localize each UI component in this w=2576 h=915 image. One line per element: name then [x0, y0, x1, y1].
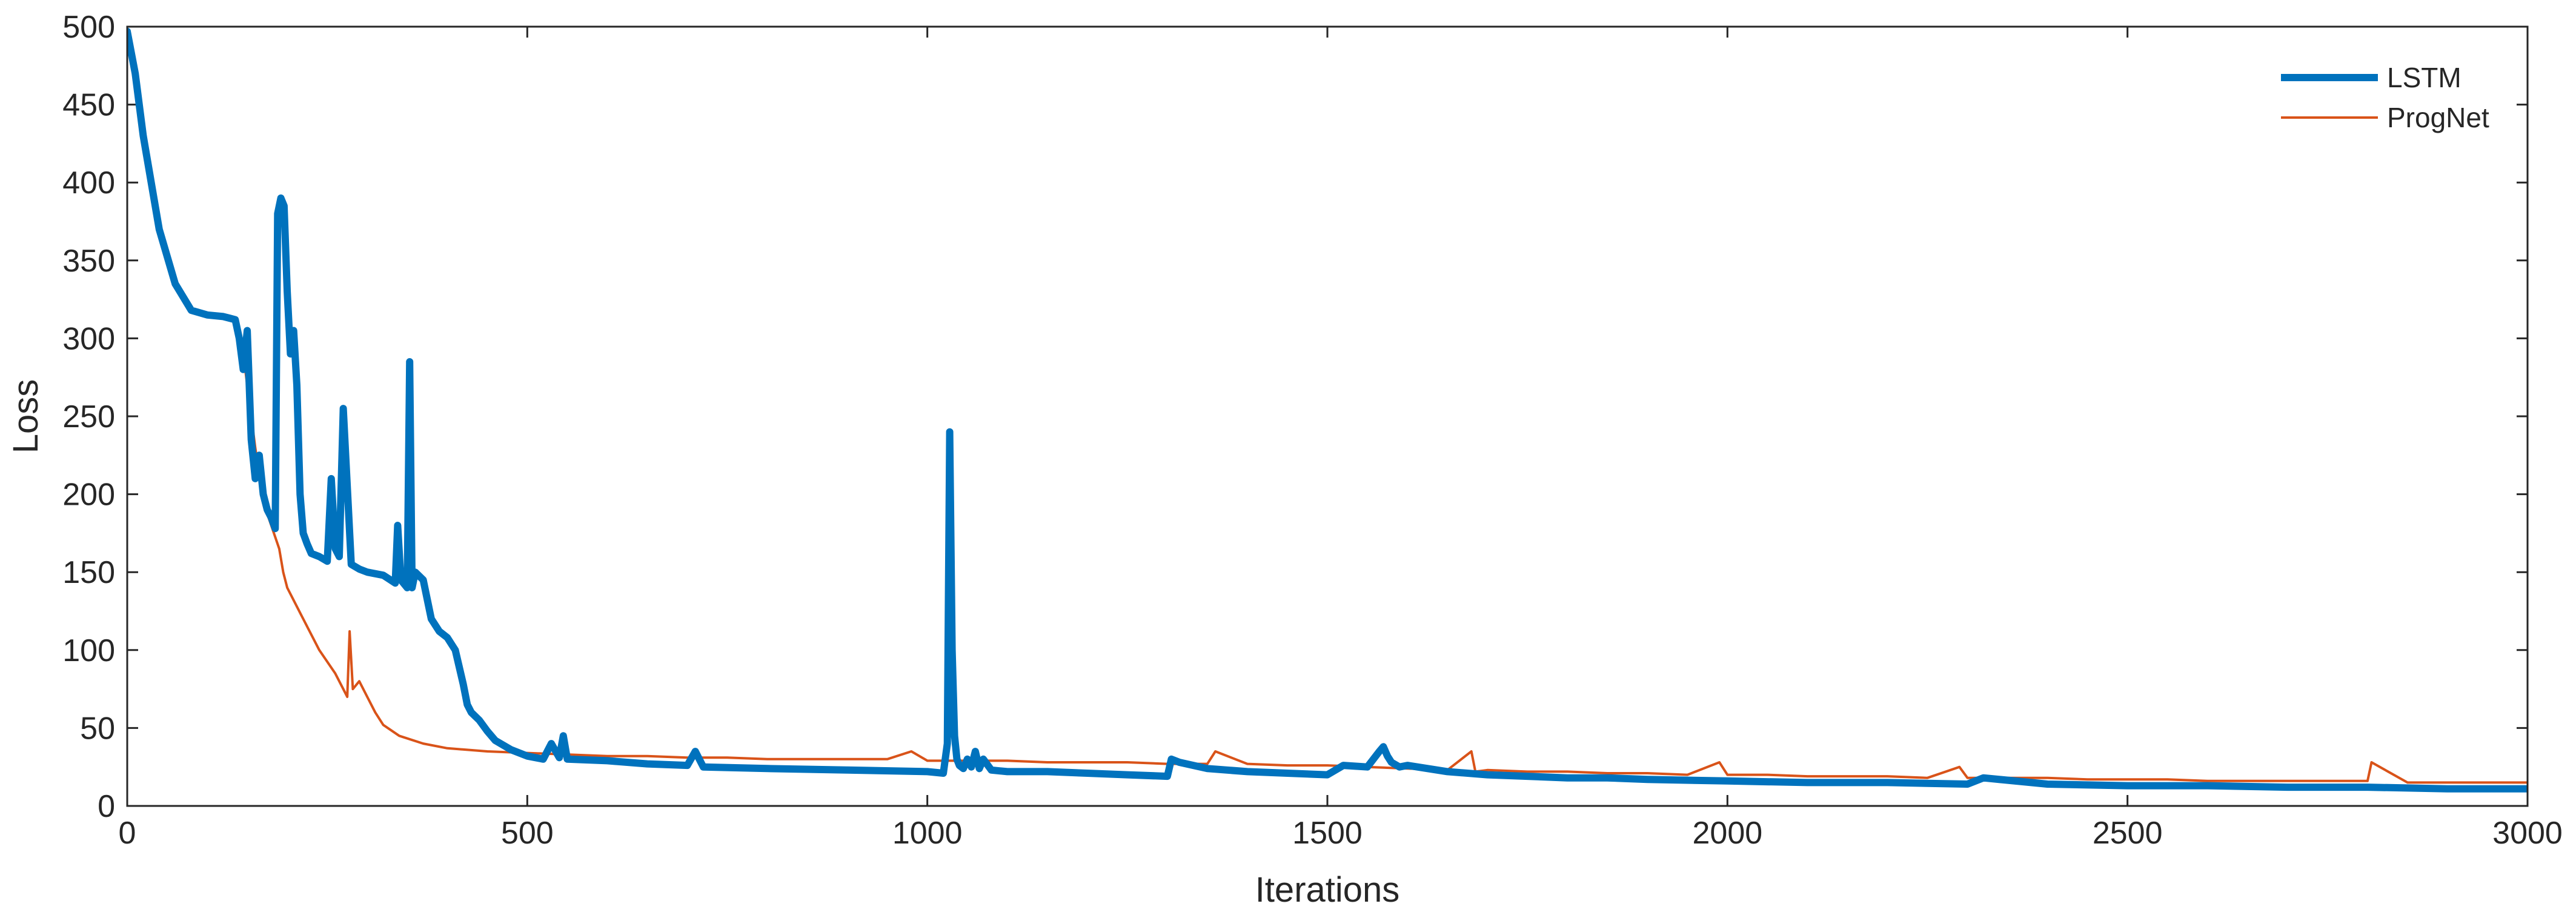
y-tick-label: 250	[62, 399, 115, 434]
plot-area-frame	[126, 25, 2529, 807]
x-tick-label: 0	[119, 816, 136, 851]
x-tick-label: 3000	[2492, 816, 2563, 851]
x-tick-label: 1500	[1292, 816, 1363, 851]
x-tick-label: 2500	[2093, 816, 2163, 851]
y-tick-label: 150	[62, 555, 115, 590]
y-tick-label: 0	[98, 789, 115, 824]
series-line-prognet	[127, 30, 2528, 784]
x-tick-labels: 0 500 1000 1500 2000 2500 3000	[119, 816, 2563, 851]
y-tick-label: 400	[62, 165, 115, 201]
y-tick-label: 350	[62, 244, 115, 279]
x-axis-title: Iterations	[1255, 870, 1400, 910]
y-tick-label: 500	[62, 10, 115, 45]
y-tick-label: 450	[62, 88, 115, 123]
x-tick-label: 2000	[1692, 816, 1762, 851]
x-tick-label: 500	[501, 816, 554, 851]
series-lines	[127, 27, 2528, 793]
legend: LSTM ProgNet	[2281, 62, 2489, 133]
y-axis-title: Loss	[6, 379, 45, 454]
series-line-lstm	[127, 27, 2528, 793]
legend-label-prognet: ProgNet	[2387, 102, 2489, 133]
legend-label-lstm: LSTM	[2387, 62, 2461, 93]
y-tick-labels: 0 50 100 150 200 250 300 350 400 450 500	[62, 10, 115, 824]
axis-ticks	[126, 25, 2529, 807]
y-tick-label: 100	[62, 633, 115, 668]
y-tick-label: 300	[62, 321, 115, 356]
y-tick-label: 50	[80, 711, 115, 746]
x-tick-label: 1000	[892, 816, 963, 851]
y-tick-label: 200	[62, 477, 115, 513]
